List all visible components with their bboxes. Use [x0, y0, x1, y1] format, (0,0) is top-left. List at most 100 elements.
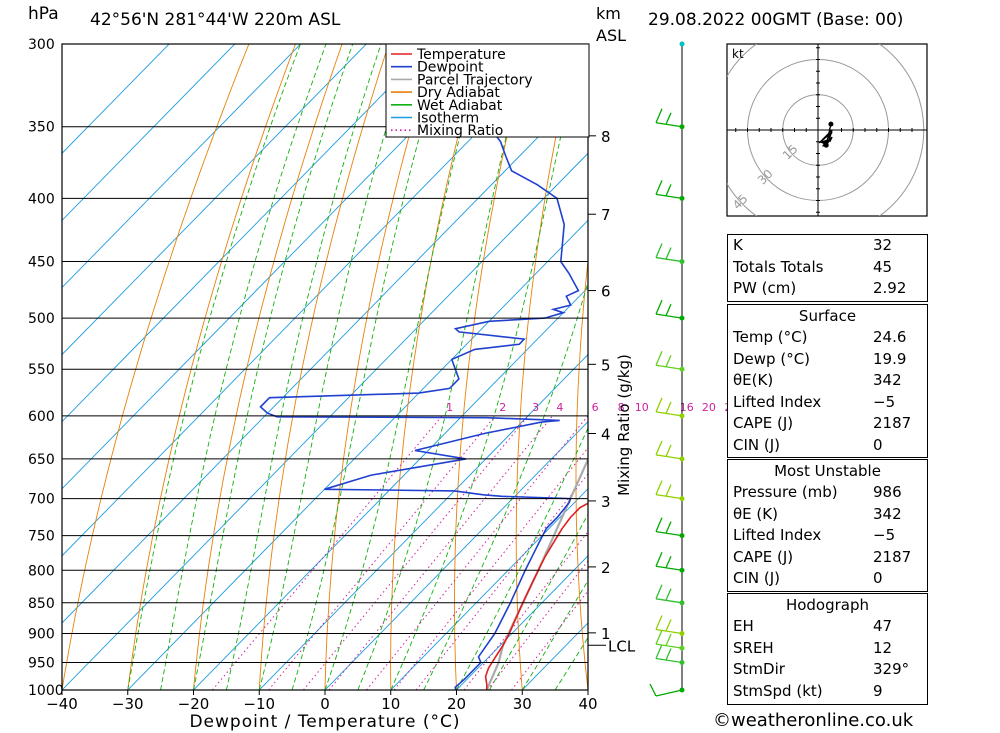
wind-barb-flag [665, 184, 672, 197]
pressure-tick-label: 600 [28, 409, 55, 425]
most-unstable-table: Most Unstable Pressure (mb) 986 θE (K) 342… [727, 459, 928, 592]
wind-barb [655, 440, 683, 460]
hodograph-point [828, 121, 834, 127]
wind-barb-flag [665, 354, 672, 367]
wind-barb-flag [665, 633, 672, 646]
wind-barb-shaft [655, 122, 683, 128]
isotherm-line [127, 219, 588, 690]
wind-barb-flag [665, 521, 672, 534]
wind-barb-flag [655, 299, 663, 315]
plot-frame [61, 43, 589, 691]
mixing-ratio-line [212, 415, 443, 690]
hodograph-row: StmSpd (kt) 9 [733, 681, 883, 700]
wind-barb-flag [655, 615, 663, 630]
km-tick-label: 1 [601, 625, 611, 643]
wet-adiabat-line [160, 44, 327, 690]
wind-barb-flag [649, 683, 657, 697]
wind-barb-flag [655, 350, 663, 366]
dry-adiabat-line [127, 44, 296, 690]
wind-level-dot [679, 124, 685, 130]
mixing-ratio-label: 2 [499, 401, 506, 414]
indices-row: K 32 [733, 236, 893, 254]
indices-table: K 32 Totals Totals 45 PW (cm) 2.92 [727, 234, 928, 302]
storm-motion-arrow [819, 139, 829, 145]
x-tick-label: −30 [112, 695, 144, 713]
isotherm-line [390, 488, 588, 690]
wind-barb-flag [665, 619, 672, 632]
wind-barb-shaft [655, 364, 683, 370]
km-tick-label: 8 [601, 128, 611, 146]
surface-row: CAPE (J) 2187 [733, 414, 912, 432]
wind-barb-shaft [655, 313, 683, 319]
dry-adiabat-line [324, 44, 436, 690]
dry-adiabat-line [634, 26, 672, 690]
asl-label: ASL [596, 26, 627, 45]
wind-barb [655, 108, 683, 128]
wind-barb [655, 243, 683, 263]
x-tick-label: 10 [381, 695, 400, 713]
wind-profile [649, 41, 685, 697]
mixing-ratio-label: 1 [446, 401, 453, 414]
x-tick-label: −20 [178, 695, 210, 713]
wind-barb-flag [665, 303, 672, 316]
wind-barb-flag [655, 397, 663, 413]
hodograph-row: StmDir 329° [733, 660, 910, 678]
wind-barb-flag [665, 401, 672, 414]
mixing-ratio-label: 20 [702, 401, 716, 414]
wind-barb [655, 517, 683, 537]
wind-barb-shaft [655, 657, 683, 664]
wind-barb-shaft [655, 493, 683, 500]
wet-adiabat-line [225, 44, 382, 690]
wind-barb [655, 629, 683, 649]
legend-label: Isotherm [417, 111, 479, 127]
wind-barb-shaft [655, 689, 683, 697]
isotherm-line [258, 353, 588, 690]
dry-adiabat-line [995, 26, 1000, 690]
wind-barb-flag [665, 247, 672, 260]
most-unstable-row: CAPE (J) 2187 [733, 547, 912, 566]
most-unstable-title: Most Unstable [774, 462, 881, 480]
dry-adiabat-line [947, 26, 1000, 690]
legend-label: Mixing Ratio [417, 123, 503, 139]
x-tick-label: 40 [578, 695, 597, 713]
x-axis-title: Dewpoint / Temperature (°C) [189, 712, 460, 732]
wind-barb-shaft [655, 454, 683, 460]
wind-barb-flag [655, 480, 663, 495]
mixing-ratio-line [366, 415, 588, 690]
credit-link[interactable]: ©weatheronline.co.uk [713, 710, 914, 731]
km-tick-label: 2 [601, 559, 611, 577]
isotherm-line [324, 421, 588, 690]
wet-adiabat-line [291, 44, 447, 690]
dry-adiabat-line [454, 44, 530, 690]
wind-barb [655, 180, 683, 200]
pressure-tick-label: 800 [28, 563, 55, 579]
datetime-title: 29.08.2022 00GMT (Base: 00) [648, 10, 904, 30]
dry-adiabat-line [258, 44, 390, 690]
isotherm-line [192, 286, 588, 690]
wet-adiabat-line [390, 44, 583, 690]
pressure-tick-label: 950 [28, 655, 55, 671]
legend-box [385, 43, 590, 138]
dewpoint-line [259, 44, 580, 690]
dry-adiabat-line [62, 44, 250, 690]
wind-barb [655, 584, 683, 604]
isotherm-line [455, 555, 588, 690]
hodograph-row: EH 47 [733, 617, 893, 635]
hodograph-table: Hodograph EH 47 SREH 12 StmDir 329° StmSpd … [727, 593, 928, 705]
x-tick-label: −40 [46, 695, 78, 713]
hodograph-unit-label: kt [732, 47, 744, 61]
indices-row: Totals Totals 45 [733, 257, 893, 276]
pressure-unit-label: hPa [28, 4, 59, 24]
dry-adiabat-line [690, 26, 720, 690]
x-tick-label: −10 [243, 695, 275, 713]
wind-barb-flag [665, 444, 672, 457]
mixing-ratio-label: 16 [680, 401, 694, 414]
wind-barb-shaft [655, 628, 683, 635]
profile-lines [259, 44, 588, 690]
temperature-line [484, 502, 588, 690]
wet-adiabat-line [423, 280, 588, 690]
pressure-tick-label: 750 [28, 529, 55, 545]
